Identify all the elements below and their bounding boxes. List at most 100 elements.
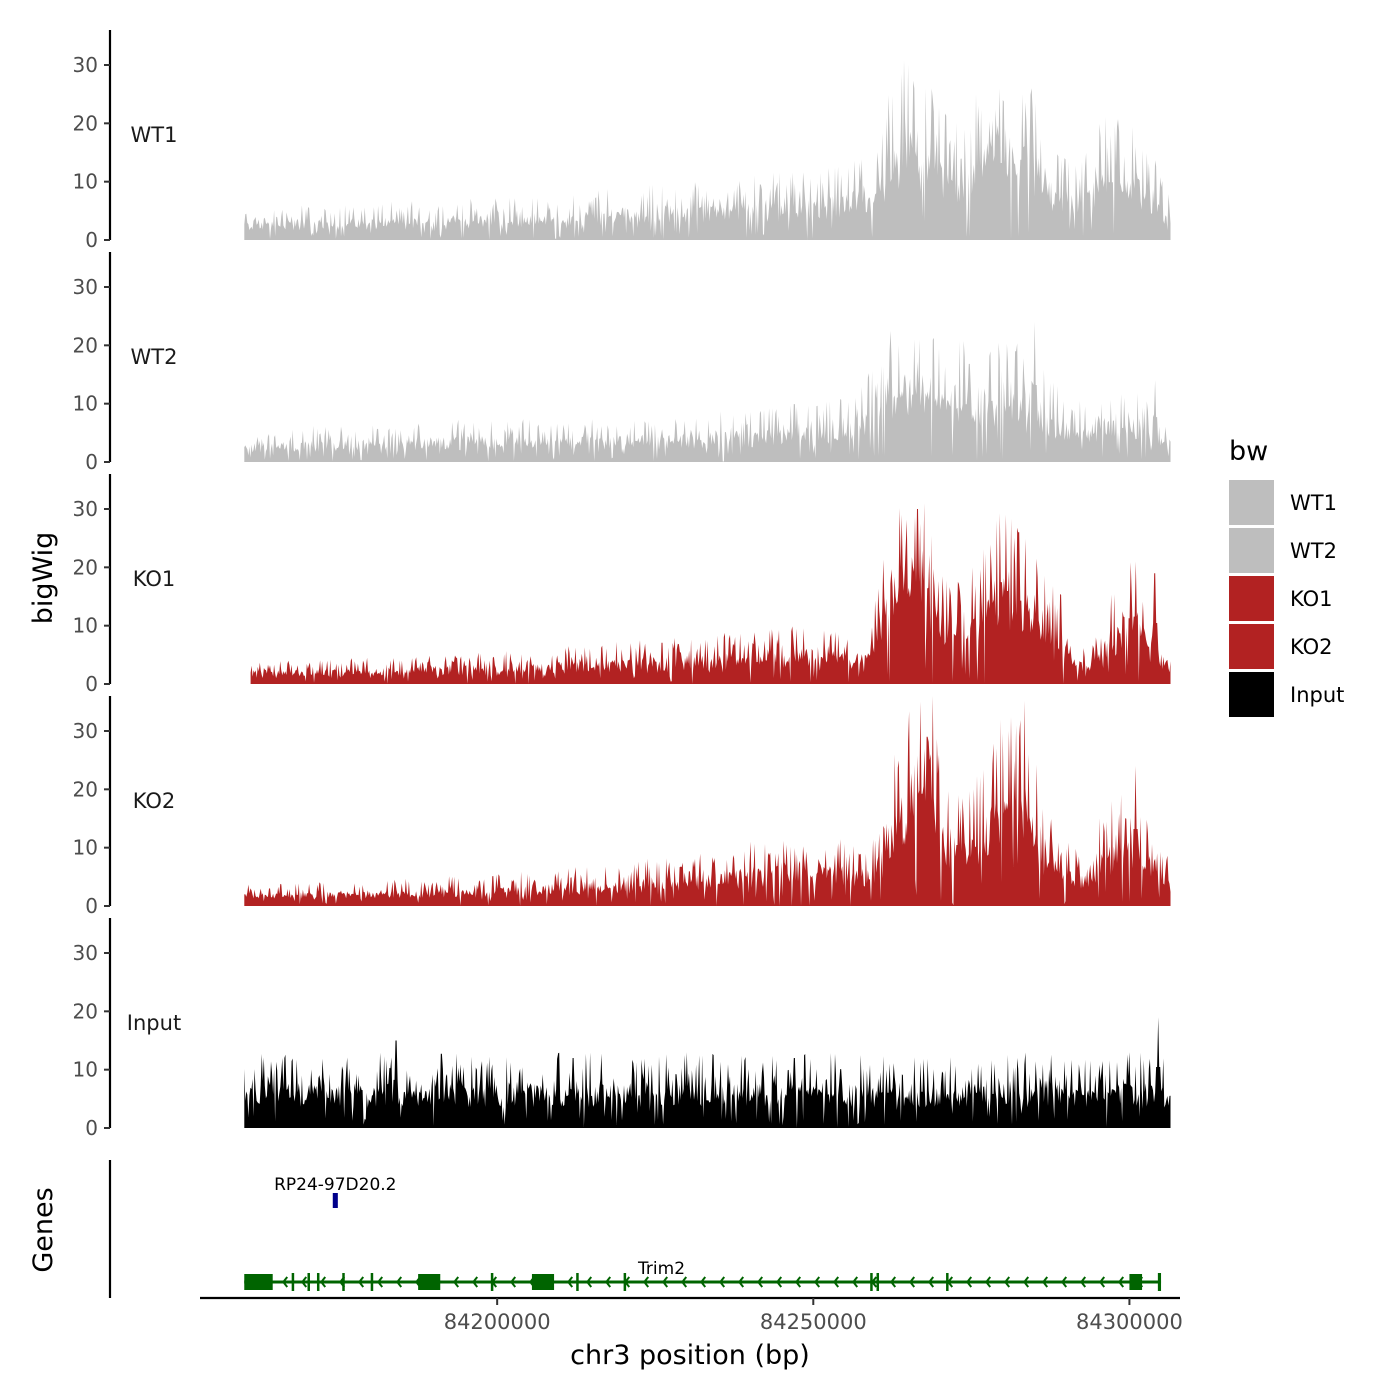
exon [1129,1274,1143,1290]
exon [244,1274,273,1290]
exon [418,1274,441,1290]
legend-key-input [1229,672,1274,717]
strand-arrow [813,1276,821,1288]
y-tick-label: 30 [73,53,98,77]
y-tick-label: 20 [73,999,98,1023]
legend-key-wt2 [1229,528,1274,573]
track-label: WT2 [131,345,178,369]
legend-label: KO1 [1290,587,1333,611]
track-label: Input [127,1011,181,1035]
strand-arrow [376,1276,384,1288]
strand-arrow [1041,1276,1049,1288]
strand-arrow [927,1276,935,1288]
strand-arrow [775,1276,783,1288]
strand-arrow [471,1276,479,1288]
coverage-area-wt2 [244,322,1171,462]
y-tick-label: 30 [73,275,98,299]
strand-arrow [452,1276,460,1288]
coverage-area-ko1 [250,503,1171,684]
gene-label: Trim2 [637,1259,685,1279]
y-tick-label: 10 [73,1058,98,1082]
strand-arrow [509,1276,517,1288]
strand-arrow [661,1276,669,1288]
exon [623,1273,627,1291]
exon [291,1273,295,1291]
legend-key-ko2 [1229,624,1274,669]
y-tick-label: 10 [73,392,98,416]
exon [531,1274,555,1290]
y-tick-label: 20 [73,777,98,801]
track-input: 0 10 20 30 Input [73,918,1171,1140]
exon [946,1273,949,1291]
legend-label: KO2 [1290,635,1333,659]
track-ko1: 0 10 20 30 KO1 [73,474,1171,696]
strand-arrow [395,1276,403,1288]
gene-label: RP24-97D20.2 [274,1175,396,1195]
gene-rp24-97d20.2: RP24-97D20.2 [274,1175,397,1208]
legend-label: WT1 [1290,491,1337,515]
strand-arrow [889,1276,897,1288]
strand-arrow [585,1276,593,1288]
strand-arrow [680,1276,688,1288]
y-tick-label: 0 [85,894,98,918]
y-tick-label: 10 [73,836,98,860]
y-tick-label: 20 [73,333,98,357]
strand-arrow [699,1276,707,1288]
strand-arrow [737,1276,745,1288]
strand-arrow [851,1276,859,1288]
y-tick-label: 0 [85,672,98,696]
exon [876,1273,880,1291]
strand-arrow [319,1276,327,1288]
exon [316,1273,320,1291]
strand-arrow [1060,1276,1068,1288]
x-axis-title: chr3 position (bp) [570,1340,810,1371]
strand-arrow [300,1276,308,1288]
exon [1157,1273,1162,1291]
x-tick-label: 84300000 [1076,1310,1183,1334]
track-label: KO1 [133,567,176,591]
strand-arrow [281,1276,289,1288]
legend-label: Input [1290,683,1344,707]
exon [342,1273,345,1291]
exon [490,1273,494,1291]
y-tick-label: 10 [73,614,98,638]
exon [576,1273,579,1291]
y-tick-label: 20 [73,555,98,579]
legend-key-ko1 [1229,576,1274,621]
strand-arrow [832,1276,840,1288]
y-tick-label: 0 [85,450,98,474]
strand-arrow [566,1276,574,1288]
y-tick-label: 0 [85,1116,98,1140]
x-tick-label: 84250000 [760,1310,867,1334]
y-axis-title: bigWig [28,532,59,625]
y-tick-label: 30 [73,719,98,743]
x-axis: 84200000 84250000 84300000 [200,1296,1183,1334]
gene-trim2: Trim2 [244,1259,1162,1291]
y-tick-label: 10 [73,170,98,194]
genes-axis-title: Genes [28,1187,59,1272]
x-tick-label: 84200000 [444,1310,551,1334]
strand-arrow [1022,1276,1030,1288]
strand-arrow [908,1276,916,1288]
exon [332,1193,338,1208]
strand-arrow [1117,1276,1125,1288]
legend-title: bw [1229,436,1268,467]
coverage-tracks: 0 10 20 30 WT1 0 10 20 30 WT2 0 10 20 30 KO1 0 10 20 30 KO2… [73,30,1171,1140]
y-tick-label: 20 [73,111,98,135]
track-wt1: 0 10 20 30 WT1 [73,30,1171,252]
exon [870,1273,873,1291]
strand-arrow [642,1276,650,1288]
track-wt2: 0 10 20 30 WT2 [73,252,1171,474]
strand-arrow [1079,1276,1087,1288]
strand-arrow [965,1276,973,1288]
coverage-area-ko2 [244,696,1171,906]
exon [370,1273,374,1291]
strand-arrow [604,1276,612,1288]
coverage-area-wt1 [244,60,1171,241]
coverage-area-input [244,1017,1171,1128]
exon [307,1273,310,1291]
track-label: KO2 [133,789,176,813]
track-label: WT1 [131,123,178,147]
strand-arrow [794,1276,802,1288]
